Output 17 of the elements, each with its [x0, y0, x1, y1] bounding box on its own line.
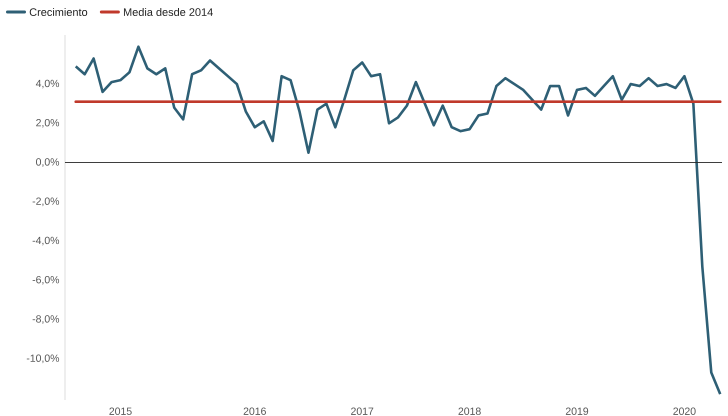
y-tick-label: -6,0%	[32, 276, 60, 285]
x-tick-label: 2018	[458, 408, 481, 415]
y-tick-label: -10,0%	[26, 354, 60, 364]
x-tick-label: 2015	[109, 408, 132, 415]
legend-label: Crecimiento	[30, 8, 88, 16]
x-tick-label: 2020	[673, 408, 696, 415]
x-tick-label: 2016	[244, 408, 266, 415]
y-tick-label: -8,0%	[32, 315, 60, 324]
legend-label: Media desde 2014	[124, 8, 213, 16]
y-tick-label: -4,0%	[32, 236, 60, 246]
line-series	[74, 45, 722, 396]
y-tick-label: 4,0%	[36, 80, 60, 88]
x-tick-label: 2019	[566, 408, 588, 415]
y-tick-label: 0,0%	[36, 158, 60, 167]
x-tick-label: 2017	[351, 408, 374, 415]
y-tick-label: 2,0%	[36, 118, 60, 128]
y-tick-label: -2,0%	[32, 197, 60, 206]
